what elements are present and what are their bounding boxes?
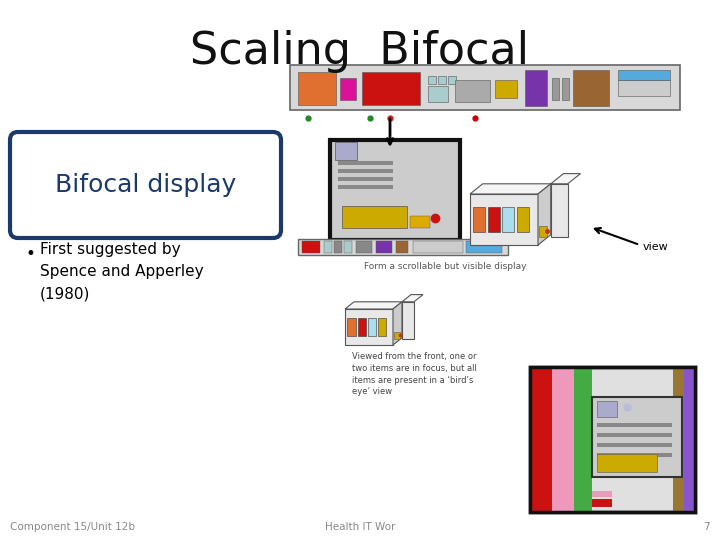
Bar <box>618 70 670 80</box>
Bar <box>344 241 352 253</box>
Bar <box>368 318 376 336</box>
Bar <box>428 86 448 102</box>
Bar <box>378 318 387 336</box>
Bar <box>324 241 332 253</box>
Bar <box>597 423 672 427</box>
Text: Bifocal display: Bifocal display <box>55 173 236 197</box>
Bar <box>413 241 463 253</box>
Polygon shape <box>402 302 414 339</box>
Bar <box>334 241 342 253</box>
Bar <box>290 65 680 110</box>
Bar <box>394 332 400 339</box>
Bar <box>358 318 366 336</box>
Bar <box>597 454 657 472</box>
Bar <box>530 367 552 512</box>
Bar <box>574 367 592 512</box>
Polygon shape <box>470 184 551 194</box>
Bar <box>448 76 456 84</box>
Bar <box>376 241 392 253</box>
Bar <box>342 206 407 228</box>
Polygon shape <box>345 302 402 309</box>
Bar <box>530 367 695 512</box>
Text: First suggested by
Spence and Apperley
(1980): First suggested by Spence and Apperley (… <box>40 242 204 301</box>
Polygon shape <box>345 309 393 345</box>
FancyBboxPatch shape <box>10 132 281 238</box>
Bar <box>573 70 609 106</box>
Bar <box>618 80 670 96</box>
Bar <box>330 140 460 240</box>
Bar <box>597 401 617 417</box>
Polygon shape <box>538 184 551 245</box>
Bar <box>592 397 682 477</box>
Bar <box>474 207 485 232</box>
Bar <box>302 241 320 253</box>
Bar <box>338 169 393 173</box>
Bar <box>684 367 695 512</box>
Text: Scaling  Bifocal: Scaling Bifocal <box>191 30 529 73</box>
Bar <box>347 318 356 336</box>
Bar <box>592 491 612 497</box>
Polygon shape <box>402 295 423 302</box>
Polygon shape <box>551 173 580 184</box>
Bar <box>455 80 490 102</box>
Bar <box>562 78 569 100</box>
Bar <box>552 78 559 100</box>
Text: •: • <box>25 245 35 263</box>
Bar <box>335 142 357 160</box>
Text: Form a scrollable but visible display: Form a scrollable but visible display <box>364 262 526 271</box>
Bar <box>597 433 672 437</box>
Bar <box>410 216 430 228</box>
Bar <box>356 241 372 253</box>
Bar <box>517 207 528 232</box>
Text: Health IT Wor: Health IT Wor <box>325 522 395 532</box>
Bar <box>673 367 684 512</box>
Bar <box>466 241 502 253</box>
Bar <box>495 80 517 98</box>
Bar <box>597 453 672 457</box>
Bar <box>362 72 420 105</box>
Text: view: view <box>643 242 669 252</box>
Bar <box>503 207 514 232</box>
Bar <box>298 239 508 255</box>
Bar <box>530 367 695 512</box>
Bar <box>438 76 446 84</box>
Bar <box>338 185 393 189</box>
Polygon shape <box>393 302 402 345</box>
Bar <box>488 207 500 232</box>
Text: Component 15/Unit 12b: Component 15/Unit 12b <box>10 522 135 532</box>
Bar <box>396 241 408 253</box>
Text: Viewed from the front, one or
two items are in focus, but all
items are present : Viewed from the front, one or two items … <box>352 352 477 396</box>
Polygon shape <box>551 184 568 237</box>
Bar <box>525 70 547 106</box>
Polygon shape <box>470 194 538 245</box>
Text: 7: 7 <box>703 522 710 532</box>
Bar <box>592 499 612 507</box>
Bar <box>338 161 393 165</box>
Bar <box>340 78 356 100</box>
Bar <box>298 72 336 105</box>
Bar <box>338 177 393 181</box>
Bar <box>428 76 436 84</box>
Bar <box>539 226 547 237</box>
Bar <box>552 367 574 512</box>
Bar <box>597 443 672 447</box>
